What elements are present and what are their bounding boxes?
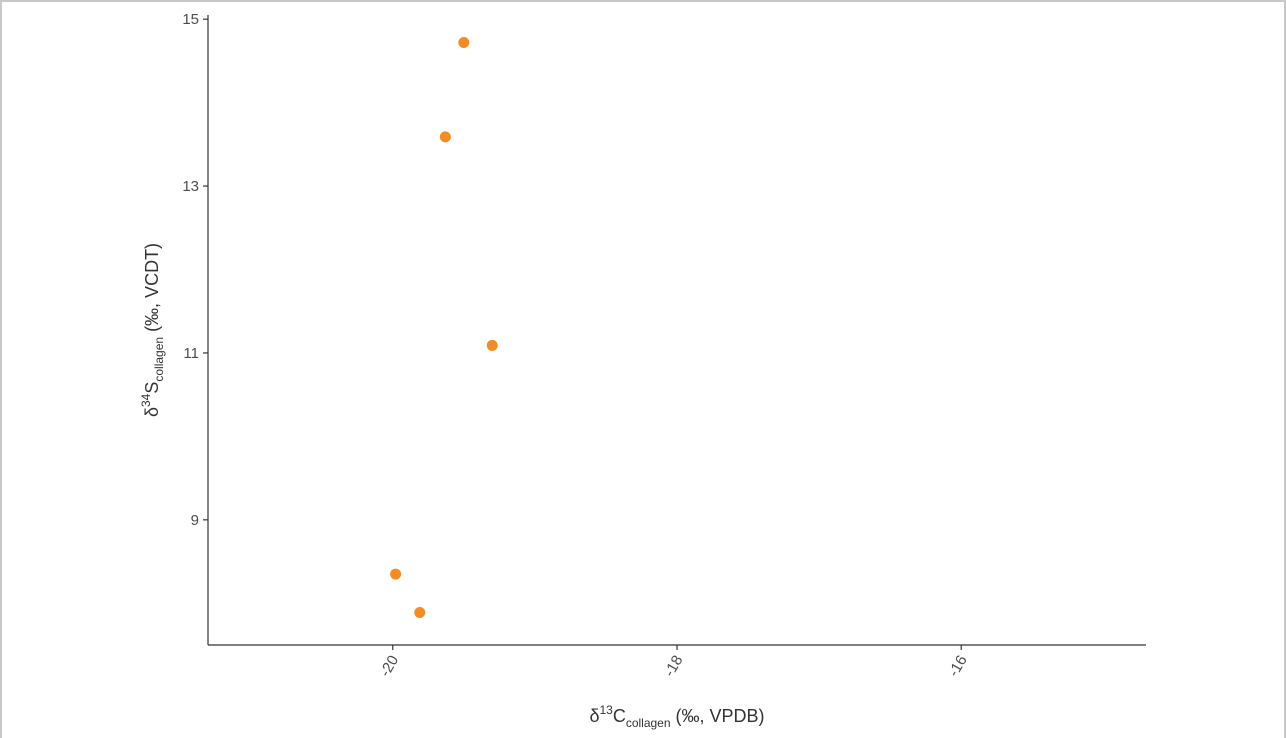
y-ticks: 9 11 13 15 <box>182 11 208 529</box>
x-ticks: -20 -18 -16 <box>377 645 971 680</box>
data-point <box>486 339 498 351</box>
x-tick-label: -20 <box>377 653 403 680</box>
data-point <box>439 131 451 143</box>
y-tick-label: 15 <box>182 11 199 28</box>
x-title-sub: collagen <box>626 716 671 730</box>
data-point <box>458 37 470 49</box>
data-points <box>390 37 498 618</box>
y-tick-label: 11 <box>183 345 199 362</box>
axes <box>207 15 1146 646</box>
data-point <box>390 568 402 580</box>
x-title-suffix: (‰, VPDB) <box>671 706 765 726</box>
y-title-suffix: (‰, VCDT) <box>142 243 162 337</box>
y-axis-title: δ34Scollagen (‰, VCDT) <box>139 243 166 417</box>
x-title-element: C <box>613 706 626 726</box>
y-title-prefix: δ <box>142 407 162 417</box>
x-title-prefix: δ <box>589 706 599 726</box>
y-tick-label: 9 <box>191 512 199 529</box>
y-tick-label: 13 <box>182 178 199 195</box>
data-point <box>414 606 426 618</box>
x-axis-title: δ13Ccollagen (‰, VPDB) <box>589 703 764 730</box>
x-title-sup: 13 <box>599 703 613 717</box>
y-title-sub: collagen <box>152 337 166 382</box>
x-tick-label: -16 <box>945 653 971 680</box>
y-title-sup: 34 <box>139 393 153 407</box>
y-title-element: S <box>142 382 162 394</box>
x-tick-label: -18 <box>661 653 687 680</box>
